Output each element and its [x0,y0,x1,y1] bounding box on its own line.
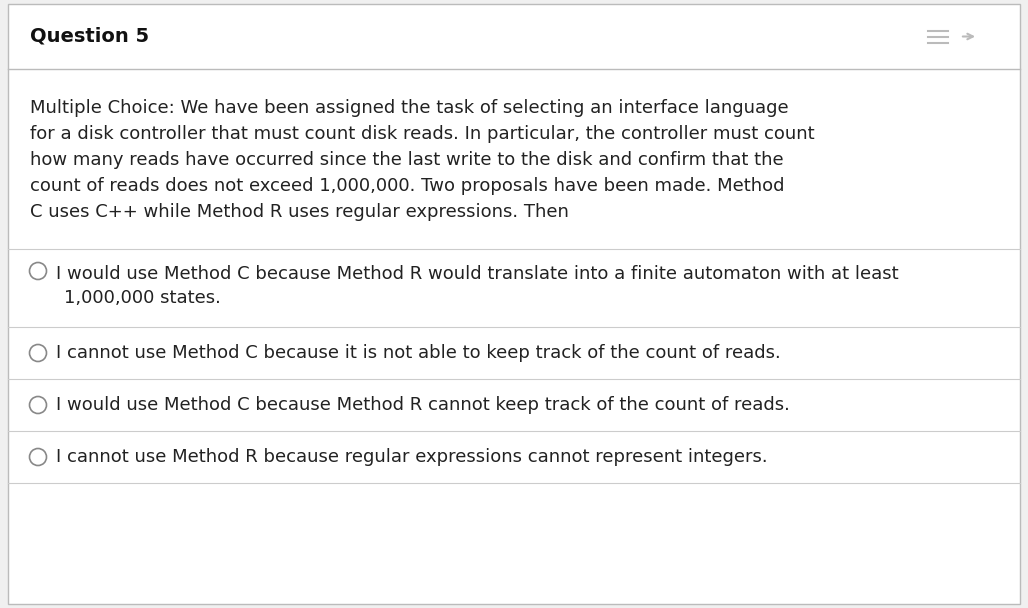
Text: Question 5: Question 5 [30,27,149,46]
Text: 1,000,000 states.: 1,000,000 states. [65,289,221,307]
Text: count of reads does not exceed 1,000,000. Two proposals have been made. Method: count of reads does not exceed 1,000,000… [30,177,784,195]
Text: I would use Method C because Method R would translate into a finite automaton wi: I would use Method C because Method R wo… [57,265,899,283]
Text: C uses C++ while Method R uses regular expressions. Then: C uses C++ while Method R uses regular e… [30,203,568,221]
Text: Multiple Choice: We have been assigned the task of selecting an interface langua: Multiple Choice: We have been assigned t… [30,99,788,117]
Text: how many reads have occurred since the last write to the disk and confirm that t: how many reads have occurred since the l… [30,151,783,169]
Text: I cannot use Method R because regular expressions cannot represent integers.: I cannot use Method R because regular ex… [57,448,768,466]
Text: I cannot use Method C because it is not able to keep track of the count of reads: I cannot use Method C because it is not … [57,344,781,362]
Text: I would use Method C because Method R cannot keep track of the count of reads.: I would use Method C because Method R ca… [57,396,791,414]
Text: for a disk controller that must count disk reads. In particular, the controller : for a disk controller that must count di… [30,125,814,143]
